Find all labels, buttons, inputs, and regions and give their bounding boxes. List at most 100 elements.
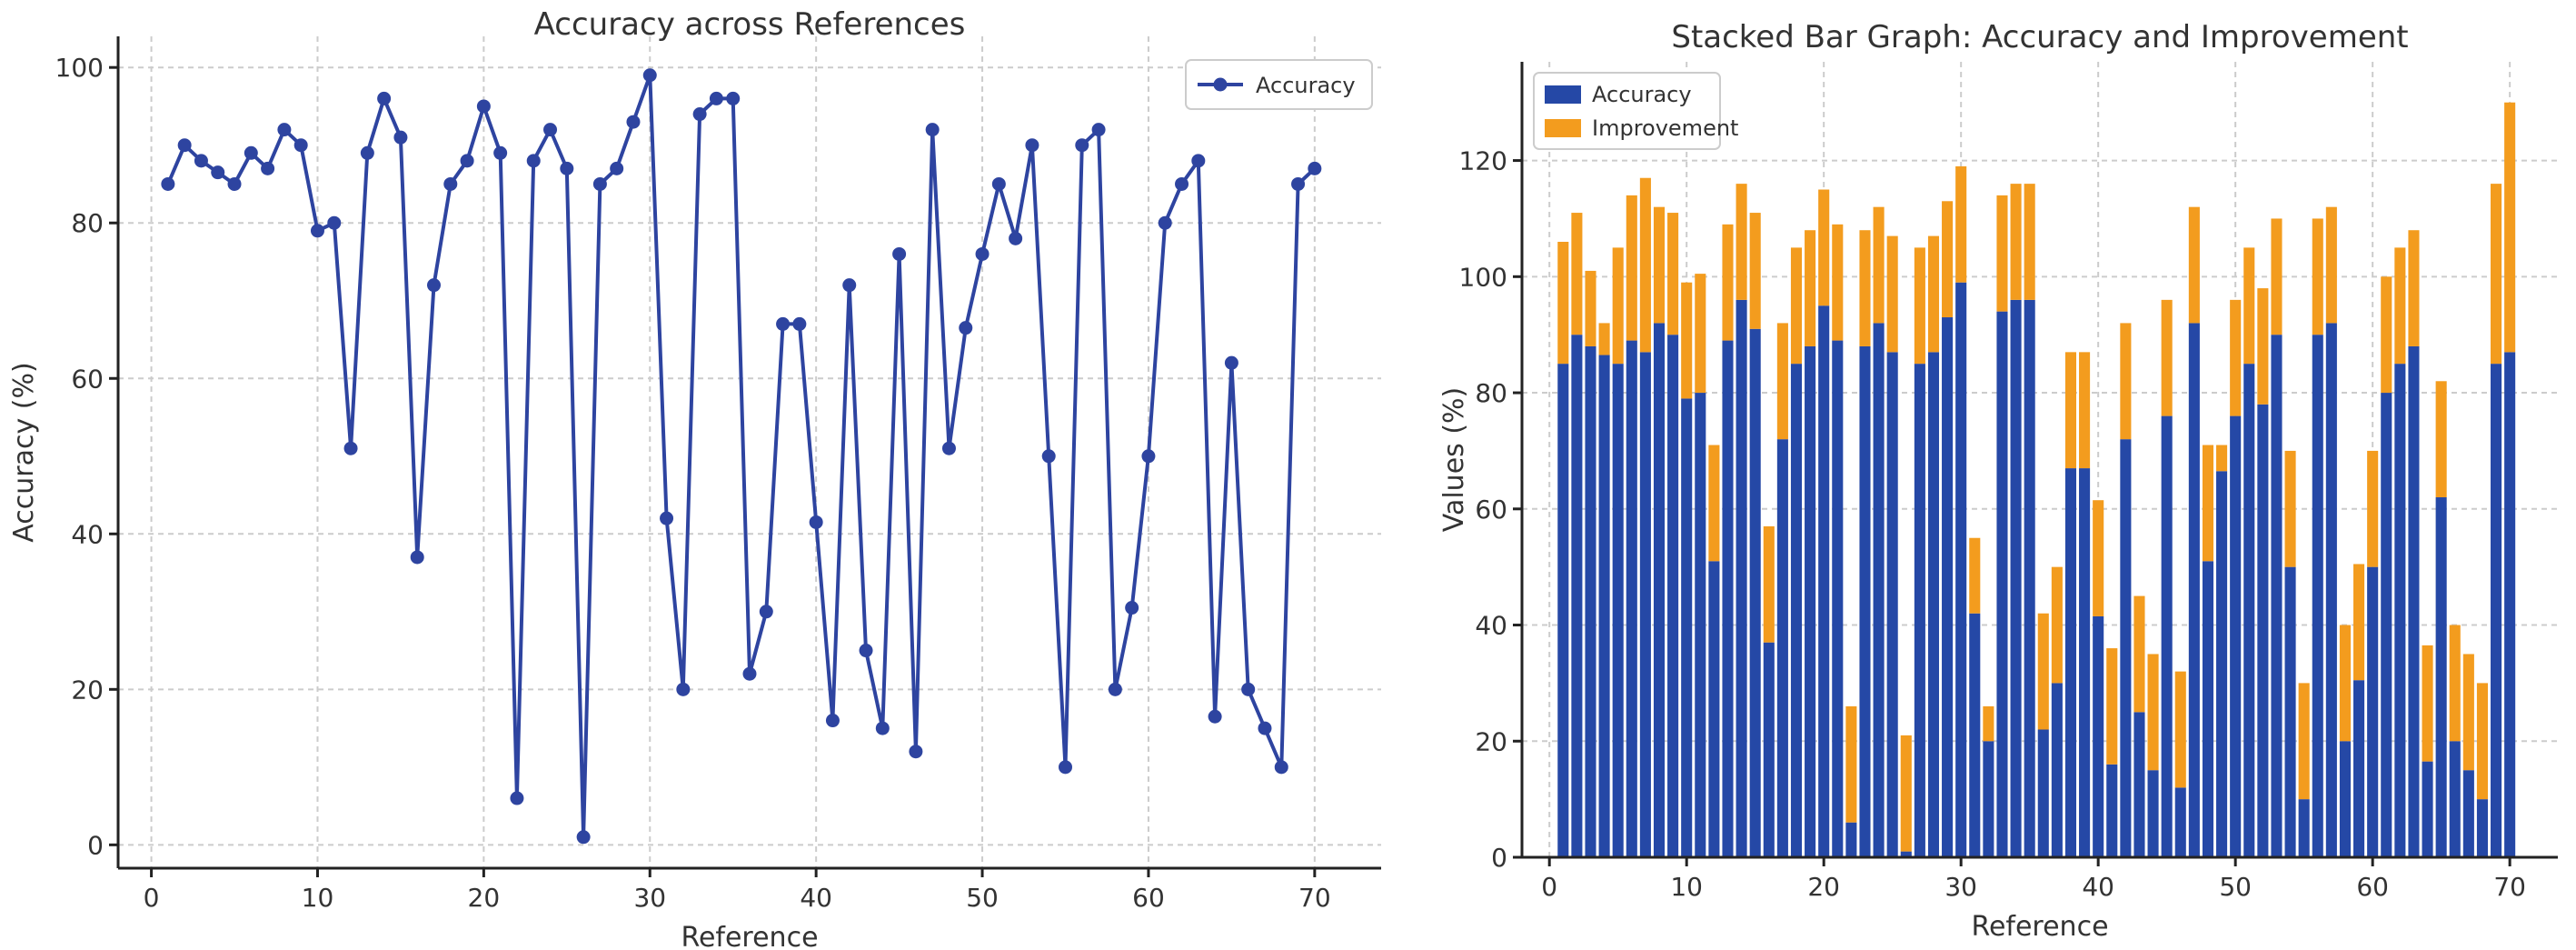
improvement-bar bbox=[2381, 276, 2392, 394]
improvement-bar bbox=[1790, 247, 1803, 365]
data-point bbox=[925, 123, 940, 137]
x-axis-label: Reference bbox=[681, 922, 818, 950]
improvement-bar bbox=[2353, 564, 2365, 681]
data-point bbox=[377, 91, 392, 105]
data-point bbox=[343, 441, 358, 455]
data-point bbox=[1208, 709, 1222, 724]
data-point bbox=[1108, 682, 1122, 696]
data-point bbox=[211, 165, 225, 180]
improvement-bar bbox=[1585, 270, 1596, 346]
improvement-bar bbox=[1942, 201, 1954, 318]
x-axis-label: Reference bbox=[1971, 911, 2108, 943]
data-point bbox=[941, 441, 956, 455]
improvement-bar bbox=[1886, 235, 1898, 353]
accuracy-bar bbox=[2339, 741, 2351, 857]
line-chart: 0 10 20 30 40 50 60 70 0 20 40 60 80 100 Accuracy acro… bbox=[8, 6, 1381, 950]
data-point bbox=[1291, 176, 1306, 191]
accuracy-bar bbox=[1983, 741, 1994, 857]
accuracy-bar bbox=[2243, 364, 2255, 857]
improvement-bar bbox=[1845, 705, 1857, 823]
accuracy-bar bbox=[1886, 352, 1898, 857]
accuracy-bar bbox=[2271, 335, 2283, 857]
y-tick-label: 0 bbox=[1491, 843, 1507, 873]
y-axis-label: Values (%) bbox=[1438, 387, 1470, 532]
data-point bbox=[959, 321, 973, 335]
data-point bbox=[227, 176, 242, 191]
data-point bbox=[310, 224, 324, 238]
accuracy-bar bbox=[2408, 345, 2420, 858]
legend: Accuracy Improvement bbox=[1533, 72, 1738, 150]
data-point bbox=[592, 176, 607, 191]
improvement-bar bbox=[2435, 381, 2447, 498]
accuracy-bar bbox=[1873, 323, 1885, 857]
accuracy-bar bbox=[1845, 822, 1857, 857]
improvement-bar bbox=[2216, 445, 2228, 472]
x-tick-label: 50 bbox=[2219, 872, 2252, 902]
data-point bbox=[526, 154, 541, 168]
accuracy-bar bbox=[1571, 335, 1583, 857]
x-tick-label: 70 bbox=[2493, 872, 2526, 902]
improvement-bars bbox=[1557, 102, 2516, 852]
data-point bbox=[809, 515, 823, 529]
improvement-bar bbox=[2202, 445, 2214, 562]
improvement-bar bbox=[1983, 705, 1994, 742]
data-point bbox=[1009, 231, 1023, 245]
data-point bbox=[293, 138, 308, 153]
data-point bbox=[443, 176, 458, 191]
data-point bbox=[1224, 355, 1238, 370]
x-tick-label: 30 bbox=[633, 883, 666, 913]
data-point bbox=[792, 316, 807, 331]
x-tick-label: 40 bbox=[2082, 872, 2114, 902]
legend-swatch-improvement bbox=[1545, 119, 1581, 137]
accuracy-bar bbox=[1585, 345, 1596, 858]
accuracy-bar bbox=[2147, 770, 2159, 857]
improvement-bar bbox=[1653, 206, 1666, 324]
accuracy-bar bbox=[2230, 415, 2242, 857]
accuracy-bar bbox=[2491, 364, 2502, 857]
data-point bbox=[1075, 138, 1089, 153]
accuracy-bar bbox=[1695, 393, 1706, 857]
data-point bbox=[709, 91, 723, 105]
accuracy-bar bbox=[2120, 439, 2132, 857]
data-point bbox=[1041, 449, 1056, 464]
data-point bbox=[642, 68, 657, 83]
data-point bbox=[277, 123, 292, 137]
accuracy-bar bbox=[1832, 340, 1844, 857]
accuracy-bar bbox=[2381, 393, 2392, 857]
improvement-bar bbox=[2325, 206, 2337, 324]
grid-lines bbox=[118, 36, 1381, 868]
data-point bbox=[842, 278, 857, 293]
improvement-bar bbox=[1749, 213, 1761, 329]
data-point bbox=[825, 714, 840, 728]
data-point bbox=[859, 644, 873, 658]
data-point bbox=[892, 246, 907, 261]
accuracy-bar bbox=[2449, 741, 2461, 857]
y-tick-label: 100 bbox=[55, 53, 104, 83]
data-point bbox=[676, 682, 691, 696]
accuracy-bar bbox=[1914, 364, 1925, 857]
y-tick-label: 20 bbox=[1475, 726, 1507, 756]
improvement-bar bbox=[1612, 247, 1624, 365]
accuracy-bar bbox=[2394, 364, 2406, 857]
y-tick-label: 0 bbox=[87, 830, 104, 860]
improvement-bar bbox=[2064, 352, 2077, 469]
improvement-bar bbox=[1818, 189, 1830, 306]
y-tick-label: 120 bbox=[1459, 146, 1507, 176]
data-point bbox=[393, 130, 408, 145]
improvement-bar bbox=[1763, 525, 1775, 643]
data-point bbox=[626, 115, 641, 129]
y-tick-label: 40 bbox=[1475, 611, 1507, 641]
data-point bbox=[1258, 721, 1272, 735]
accuracy-bar bbox=[2257, 404, 2269, 857]
improvement-bar bbox=[2462, 654, 2474, 771]
accuracy-bar bbox=[2422, 761, 2433, 857]
legend-marker bbox=[1213, 77, 1228, 92]
improvement-bar bbox=[2449, 625, 2461, 742]
accuracy-points bbox=[161, 68, 1322, 845]
data-point bbox=[610, 161, 624, 175]
accuracy-bar bbox=[2367, 566, 2379, 857]
improvement-bar bbox=[2010, 184, 2022, 300]
data-point bbox=[261, 161, 275, 175]
x-tick-label: 60 bbox=[1132, 883, 1165, 913]
improvement-bar bbox=[2504, 102, 2516, 353]
